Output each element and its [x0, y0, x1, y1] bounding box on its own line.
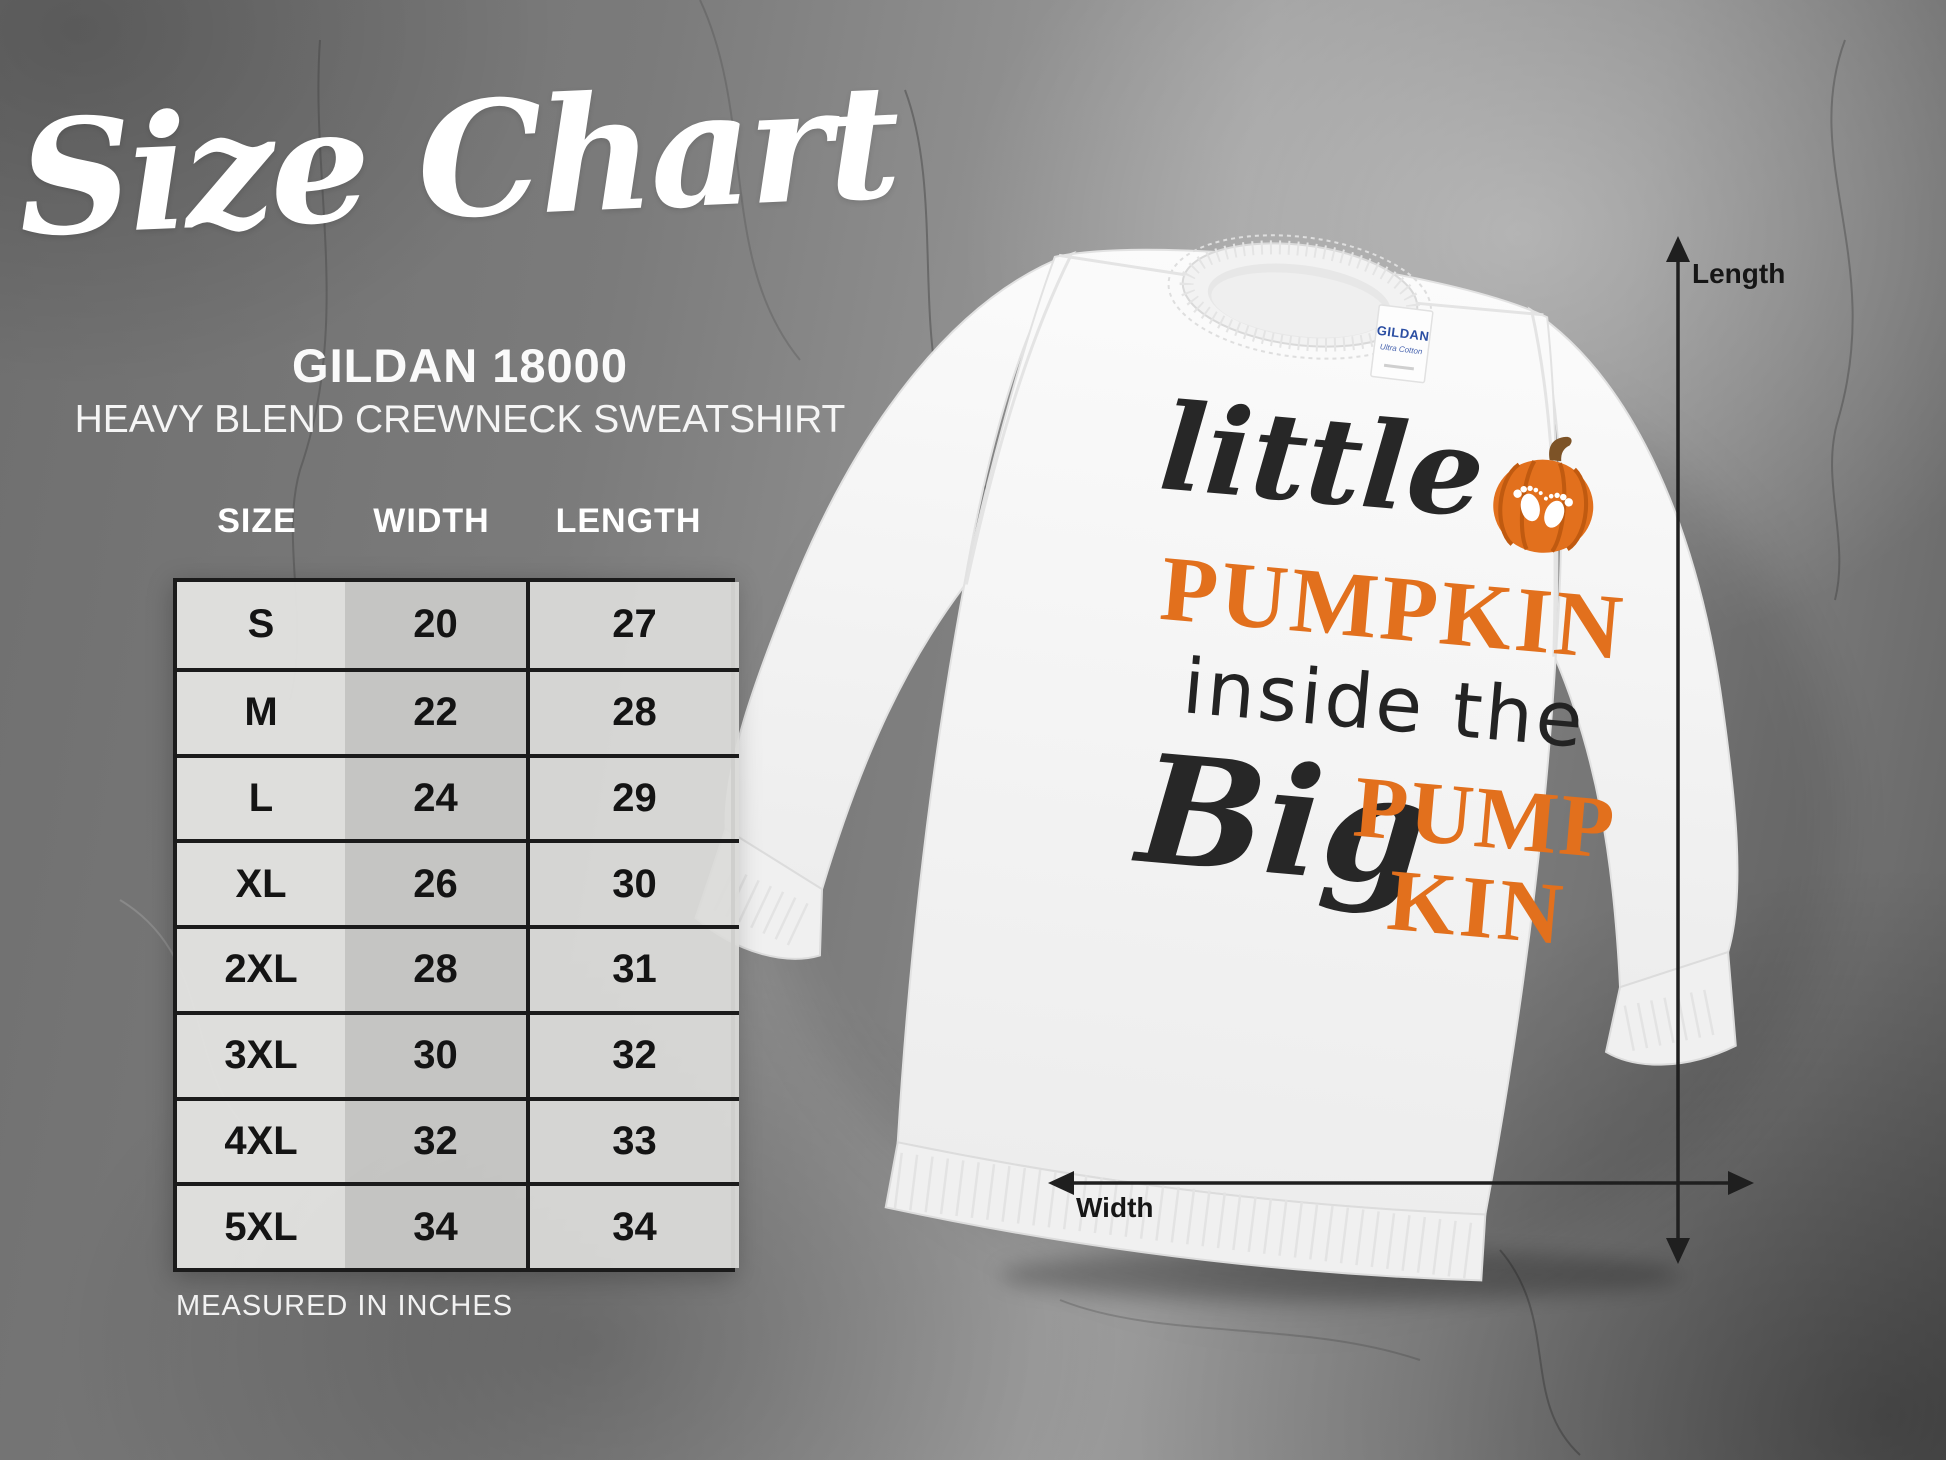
sweatshirt-hem-band	[884, 1141, 1487, 1282]
left-shoulder-seam	[1058, 253, 1186, 277]
table-cell: 4XL	[177, 1096, 345, 1183]
design-word-little: little	[1154, 376, 1490, 546]
table-cell: 5XL	[177, 1182, 345, 1268]
neck-tag: GILDAN Ultra Cotton	[1370, 304, 1434, 384]
table-cell: 24	[345, 753, 526, 840]
table-cell: 20	[345, 582, 526, 668]
sweatshirt-right-cuff	[1604, 950, 1737, 1066]
table-cell: S	[177, 582, 345, 668]
table-cell: 34	[345, 1182, 526, 1268]
measurement-arrows	[1048, 236, 1754, 1264]
page-title: Size Chart	[14, 49, 901, 273]
table-cell: XL	[177, 839, 345, 925]
table-cell: 34	[526, 1182, 739, 1268]
length-measurement-label: Length	[1692, 258, 1786, 289]
units-footnote: MEASURED IN INCHES	[176, 1290, 514, 1322]
neck-tag-brand: GILDAN	[1376, 323, 1430, 344]
product-name: GILDAN 18000	[292, 339, 628, 392]
right-cuff-ribbing	[1623, 988, 1721, 1052]
size-table: S 20 27 M 22 28 L 24 29 XL 26 30 2XL 28 …	[173, 578, 739, 1272]
table-cell: 22	[345, 667, 526, 754]
pumpkin-icon	[1493, 436, 1594, 553]
width-measurement-label: Width	[1076, 1192, 1154, 1223]
table-cell: 28	[345, 925, 526, 1011]
shirt-design: little	[1096, 376, 1704, 1012]
table-cell: 29	[526, 753, 739, 840]
product-subtitle: HEAVY BLEND CREWNECK SWEATSHIRT	[74, 398, 846, 441]
length-arrowhead-bottom	[1666, 1238, 1690, 1264]
table-cell: 32	[526, 1010, 739, 1097]
length-arrowhead-top	[1666, 236, 1690, 262]
right-shoulder-seam	[1415, 301, 1544, 317]
width-arrowhead-left	[1048, 1171, 1074, 1195]
table-cell: 30	[345, 1010, 526, 1097]
garment-hem-shadow	[1000, 1249, 1680, 1301]
table-cell: 30	[526, 839, 739, 925]
table-cell: 2XL	[177, 925, 345, 1011]
table-cell: 27	[526, 582, 739, 668]
left-sleeve-seam	[964, 254, 1073, 585]
table-cell: 33	[526, 1096, 739, 1183]
column-header-width: WIDTH	[373, 501, 490, 540]
baby-footprints	[1513, 485, 1573, 528]
column-header-size: SIZE	[217, 501, 297, 540]
pumpkin-body	[1493, 459, 1594, 553]
table-cell: 28	[526, 667, 739, 754]
collar-inner-back	[1211, 272, 1387, 338]
width-arrowhead-right	[1728, 1171, 1754, 1195]
table-cell: L	[177, 753, 345, 840]
table-cell: M	[177, 667, 345, 754]
table-cell: 32	[345, 1096, 526, 1183]
pumpkin-stem	[1549, 436, 1572, 462]
size-table-headers: SIZE WIDTH LENGTH	[173, 498, 735, 544]
table-cell: 31	[526, 925, 739, 1011]
table-cell: 26	[345, 839, 526, 925]
column-header-length: LENGTH	[555, 501, 702, 540]
table-cell: 3XL	[177, 1010, 345, 1097]
